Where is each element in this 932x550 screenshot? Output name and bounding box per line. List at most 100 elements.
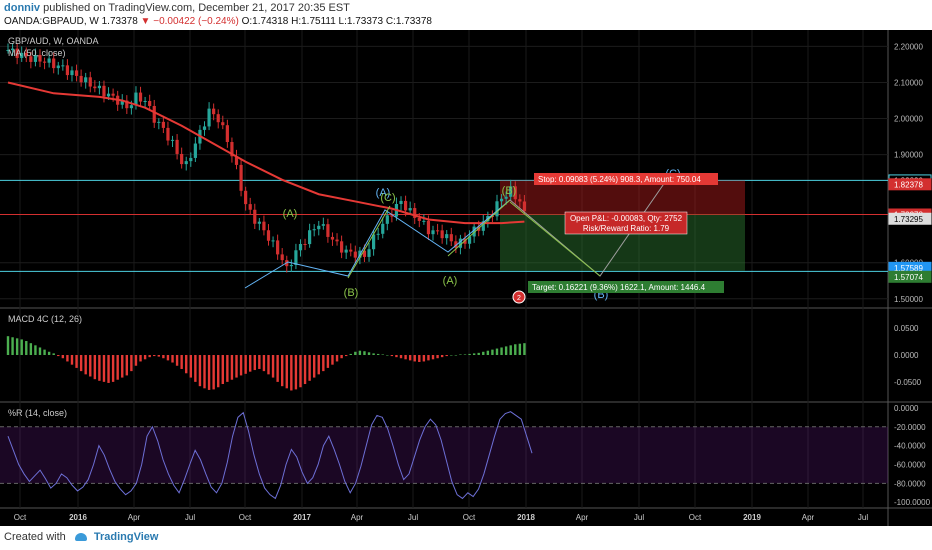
time-axis: Oct 2016 Apr Jul Oct 2017 Apr Jul Oct 2018 Apr Jul O…: [14, 513, 869, 522]
price-tick-label: 1.50000: [894, 295, 923, 304]
candle-body: [276, 240, 280, 255]
candle-body: [435, 230, 440, 232]
candle-body: [24, 52, 28, 57]
macd-bar: [477, 352, 480, 355]
macd-bar: [134, 355, 138, 366]
macd-bar: [162, 355, 165, 359]
candle-body: [403, 200, 408, 211]
candle-body: [134, 92, 138, 106]
time-tick-label: Apr: [128, 513, 141, 522]
macd-bar: [340, 355, 343, 359]
macd-bar: [235, 355, 238, 378]
price-axis-value: 1.57074: [894, 273, 923, 282]
candle-body: [408, 208, 412, 211]
time-tick-label: Oct: [463, 513, 476, 522]
tradingview-link[interactable]: TradingView: [93, 531, 159, 543]
candle-body: [509, 186, 513, 197]
candle-body: [431, 230, 435, 235]
candle-body: [248, 204, 252, 210]
candle-body: [372, 234, 376, 250]
candle-body: [308, 230, 312, 245]
williams-r-pane[interactable]: [0, 411, 888, 500]
macd-bar: [450, 355, 453, 356]
macd-bar: [258, 355, 261, 369]
price-axis-value: 1.73295: [894, 215, 923, 224]
wave-label: (A): [443, 275, 458, 287]
macd-bar: [372, 353, 375, 355]
wr-title: %R (14, close): [8, 408, 67, 418]
macd-bar: [116, 355, 119, 380]
author-link[interactable]: donniv: [4, 2, 41, 14]
wr-tick-label: -60.0000: [894, 460, 926, 469]
grid-lines: [0, 30, 932, 526]
macd-bar: [431, 355, 435, 360]
candle-body: [189, 157, 193, 162]
candle-body: [499, 198, 504, 202]
candle-body: [294, 250, 298, 266]
candle-body: [221, 122, 225, 126]
price-axis-marker: [888, 270, 932, 283]
macd-tick-label: 0.0500: [894, 324, 919, 333]
macd-bar: [153, 355, 156, 357]
candle-body: [193, 143, 197, 158]
candle-body: [170, 139, 175, 141]
candle-body: [513, 186, 517, 200]
rr-label: Risk/Reward Ratio: 1.79: [583, 224, 670, 233]
macd-bar: [436, 355, 439, 359]
candle-body: [335, 239, 339, 242]
macd-pane[interactable]: [6, 336, 526, 391]
candle-body: [202, 126, 207, 130]
candle-body: [180, 153, 184, 165]
macd-bar: [38, 347, 42, 355]
candle-body: [143, 100, 147, 102]
time-tick-label: 2019: [743, 513, 761, 522]
macd-bar: [217, 355, 220, 388]
macd-bar: [367, 352, 371, 355]
candle-body: [93, 86, 97, 89]
macd-bar: [166, 355, 170, 361]
macd-bar: [171, 355, 174, 363]
candle-body: [253, 209, 257, 224]
macd-bar: [299, 355, 302, 388]
wr-tick-label: -20.0000: [894, 423, 926, 432]
macd-bar: [79, 355, 83, 372]
macd-bar: [271, 355, 275, 378]
macd-bar: [107, 355, 110, 383]
macd-bar: [472, 353, 476, 355]
macd-bar: [75, 355, 78, 368]
candle-body: [326, 224, 330, 237]
candle-body: [125, 100, 129, 109]
price-pane[interactable]: (A)(B)(A)(C)(A)(B)(C)(B)Stop: 0.09083 (5…: [0, 43, 888, 304]
candle-body: [518, 199, 522, 202]
chart-area[interactable]: 2.200002.100002.000001.900001.600001.500…: [0, 30, 932, 526]
macd-bar: [249, 355, 252, 372]
symbol-label: OANDA:GBPAUD, W: [4, 16, 99, 27]
price-axis-marker: [888, 178, 932, 191]
price-change: ▼ −0.00422 (−0.24%): [140, 16, 239, 27]
time-tick-label: Apr: [351, 513, 364, 522]
macd-bar: [514, 344, 517, 355]
candle-body: [262, 221, 266, 231]
candle-body: [289, 265, 293, 267]
candle-body: [129, 105, 133, 109]
tradingview-logo-icon: [74, 533, 87, 542]
candle-body: [47, 58, 51, 63]
candle-body: [367, 249, 371, 257]
macd-bar: [93, 355, 97, 380]
candle-body: [454, 241, 458, 248]
candle-body: [440, 230, 444, 239]
wr-line: [7, 411, 533, 500]
macd-bar: [34, 345, 37, 355]
wave-line-green: [447, 199, 511, 257]
candle-body: [6, 50, 10, 52]
macd-bar: [322, 355, 325, 372]
macd-bar: [294, 355, 298, 390]
candle-body: [166, 127, 170, 141]
macd-bar: [404, 355, 407, 360]
macd-bar: [491, 349, 494, 355]
pnl-label-box: [564, 211, 688, 235]
chart-svg[interactable]: 2.200002.100002.000001.900001.600001.500…: [0, 30, 932, 526]
candle-body: [321, 224, 325, 226]
macd-bar: [308, 355, 311, 381]
macd-bar: [399, 355, 403, 359]
